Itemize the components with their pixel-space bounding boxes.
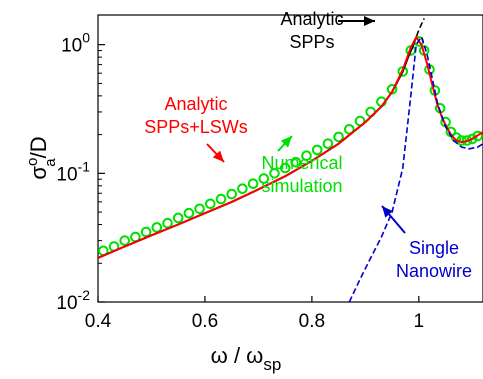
y-axis-label: σoa/D (24, 136, 59, 179)
annotation-1-line-0: Analytic (164, 94, 227, 114)
y-axis-label-tail: /D (26, 136, 51, 158)
annotation-0: Analytic SPPs (280, 9, 343, 52)
data-point-series-0-9 (194, 203, 205, 215)
data-point-series-0-23 (344, 124, 355, 135)
data-point-series-0-18 (290, 156, 302, 168)
data-point-series-0-13 (237, 183, 248, 194)
x-tick-label-0: 0.4 (85, 311, 112, 332)
annotation-2: Numerical simulation (261, 153, 342, 196)
y-tick-label-exp-2: 0 (82, 30, 90, 46)
y-tick-label-1: 10-1 (56, 158, 90, 185)
annotation-2-line-1: simulation (261, 176, 342, 196)
y-tick-label-exp-1: -1 (78, 158, 91, 174)
y-tick-label-exp-0: -2 (78, 287, 91, 303)
y-axis-label-sigma: σ (26, 166, 51, 180)
x-tick-label-2: 0.8 (299, 311, 325, 332)
y-tick-label-2: 100 (61, 30, 90, 57)
annotation-1-line-1: SPPs+LSWs (144, 117, 248, 137)
data-point-series-0-20 (311, 144, 323, 156)
data-point-series-0-27 (386, 84, 398, 95)
data-point-series-0-16 (269, 168, 280, 179)
annotation-layer: Analytic SPPs Analytic SPPs+LSWs Numerical si… (144, 9, 472, 281)
data-point-series-0-40 (467, 133, 478, 145)
annotation-arrowhead-3 (382, 206, 393, 218)
series-line-3 (97, 35, 483, 259)
series-layer (97, 18, 483, 303)
data-point-series-0-2 (119, 235, 130, 246)
series-line-4 (348, 34, 483, 303)
annotation-0-line-0: Analytic (280, 9, 343, 29)
y-tick-label-0: 10-2 (56, 287, 90, 314)
annotation-3: Single Nanowire (396, 238, 472, 281)
annotation-arrowhead-1 (212, 150, 224, 162)
annotation-3-line-1: Nanowire (396, 261, 472, 281)
data-point-series-0-19 (301, 150, 312, 161)
y-axis-label-sub: a (42, 158, 59, 167)
y-tick-label-base-0: 10 (56, 293, 77, 314)
y-tick-label-base-2: 10 (61, 36, 82, 57)
data-point-series-0-5 (151, 222, 163, 233)
y-axis-label-sup: o (24, 158, 41, 166)
annotation-1: Analytic SPPs+LSWs (144, 94, 248, 137)
data-point-series-0-17 (279, 162, 291, 174)
annotation-arrowhead-2 (280, 136, 292, 148)
data-point-series-0-11 (215, 193, 227, 205)
x-axis-label-main: ω / ω (211, 343, 264, 368)
annotation-arrowhead-0 (364, 16, 375, 26)
data-point-series-0-6 (162, 217, 173, 229)
data-point-series-0-4 (140, 226, 152, 238)
x-axis-label-sub: sp (263, 355, 281, 374)
data-point-series-0-15 (258, 173, 270, 184)
data-point-series-0-12 (226, 188, 237, 200)
data-point-series-0-8 (183, 207, 195, 219)
x-tick-label-1: 0.6 (192, 311, 218, 332)
x-tick-label-3: 1 (414, 311, 425, 332)
annotation-2-line-0: Numerical (261, 153, 342, 173)
data-point-series-0-22 (333, 131, 344, 143)
data-point-series-0-41 (472, 130, 483, 142)
annotation-3-line-0: Single (409, 238, 459, 258)
data-point-series-0-21 (322, 138, 334, 149)
data-point-series-0-7 (172, 212, 184, 224)
data-point-series-0-39 (461, 135, 473, 146)
y-tick-label-base-1: 10 (56, 164, 77, 185)
x-axis-label: ω / ωsp (211, 343, 282, 374)
data-point-series-0-14 (247, 178, 259, 189)
data-point-series-0-10 (205, 198, 216, 210)
annotation-0-line-1: SPPs (289, 32, 334, 52)
plot-area (97, 14, 483, 303)
